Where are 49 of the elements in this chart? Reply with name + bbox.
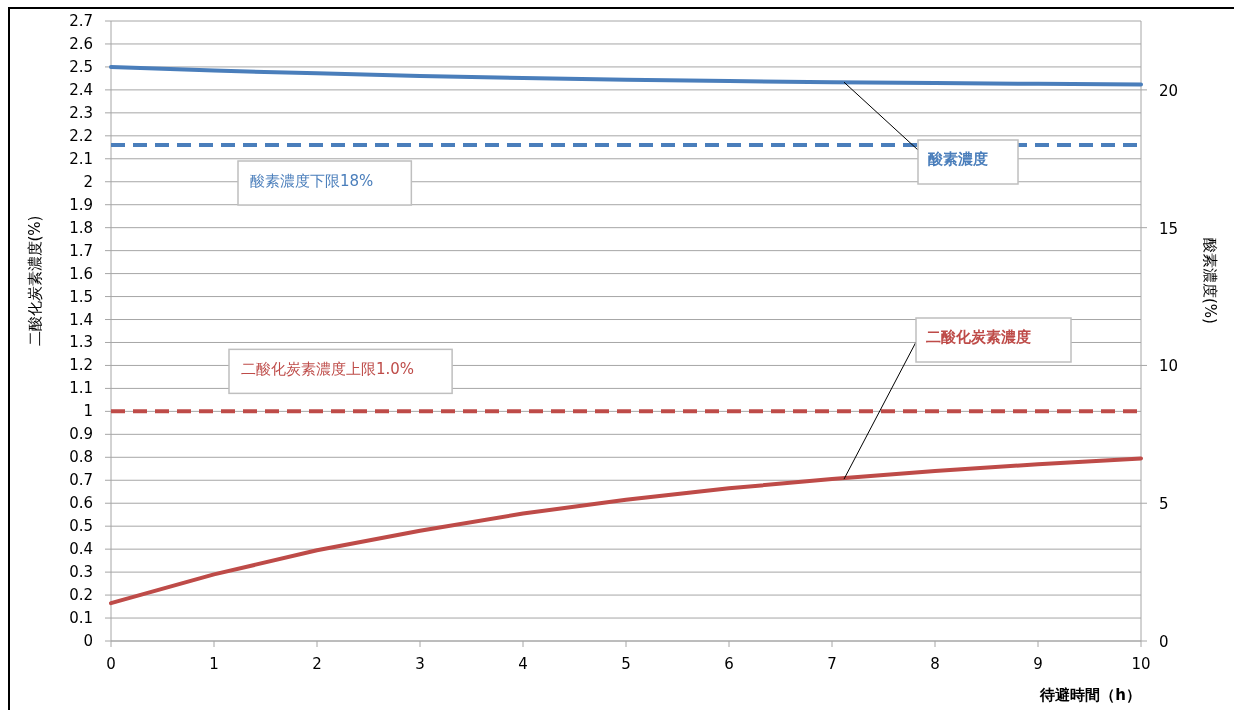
y-tick-label: 2.1 (69, 149, 93, 168)
y-tick-label: 1.4 (69, 310, 93, 329)
y-tick-label: 0.6 (69, 494, 93, 513)
y-tick-label: 0.4 (69, 540, 93, 559)
y-tick-label: 1.6 (69, 264, 93, 283)
ref-line-label: 酸素濃度下限18% (250, 172, 374, 190)
x-tick-label: 3 (415, 655, 425, 673)
y-tick-label: 2 (83, 172, 93, 191)
x-axis-title: 待避時間（h） (1039, 686, 1141, 704)
y-tick-label: 2.3 (69, 103, 93, 122)
y-tick-label: 1.2 (69, 356, 93, 375)
y-tick-label: 0.1 (69, 609, 93, 628)
y-tick-label: 1.1 (69, 379, 93, 398)
y2-axis-title: 酸素濃度(%) (1201, 238, 1219, 324)
y2-tick-label: 5 (1159, 495, 1169, 514)
x-tick-label: 7 (827, 655, 837, 673)
y-axis-title: 二酸化炭素濃度(%) (26, 215, 44, 347)
y-tick-label: 2.7 (69, 12, 93, 30)
y-tick-label: 0.3 (69, 563, 93, 582)
ref-line-label: 二酸化炭素濃度上限1.0% (241, 360, 415, 379)
x-tick-label: 6 (724, 655, 734, 673)
y2-tick-label: 20 (1159, 81, 1179, 100)
x-tick-label: 10 (1131, 655, 1151, 673)
y-tick-label: 1 (83, 402, 93, 421)
y-tick-label: 1.8 (69, 218, 93, 237)
y-tick-label: 1.3 (69, 333, 93, 352)
x-tick-label: 5 (621, 655, 631, 673)
y2-tick-label: 0 (1159, 633, 1169, 651)
y-tick-label: 2.4 (69, 80, 93, 99)
x-tick-label: 2 (312, 655, 322, 673)
y2-tick-label: 10 (1159, 357, 1179, 376)
y2-tick-label: 15 (1159, 219, 1179, 238)
y-tick-label: 0.7 (69, 471, 93, 490)
y-tick-label: 0.5 (69, 517, 93, 536)
y-tick-label: 1.9 (69, 195, 93, 214)
x-tick-label: 9 (1033, 655, 1043, 673)
y-tick-label: 1.5 (69, 287, 93, 306)
y-tick-label: 2.6 (69, 34, 93, 53)
y-tick-label: 0.9 (69, 425, 93, 444)
y-tick-label: 1.7 (69, 241, 93, 260)
y-tick-label: 0.2 (69, 586, 93, 605)
y-tick-label: 0 (83, 632, 93, 650)
x-tick-label: 4 (518, 655, 528, 673)
y-tick-label: 2.2 (69, 126, 93, 145)
x-tick-label: 1 (209, 655, 219, 673)
x-tick-label: 8 (930, 655, 940, 673)
x-tick-label: 0 (106, 655, 116, 673)
y-tick-label: 0.8 (69, 448, 93, 467)
y-tick-label: 2.5 (69, 57, 93, 76)
